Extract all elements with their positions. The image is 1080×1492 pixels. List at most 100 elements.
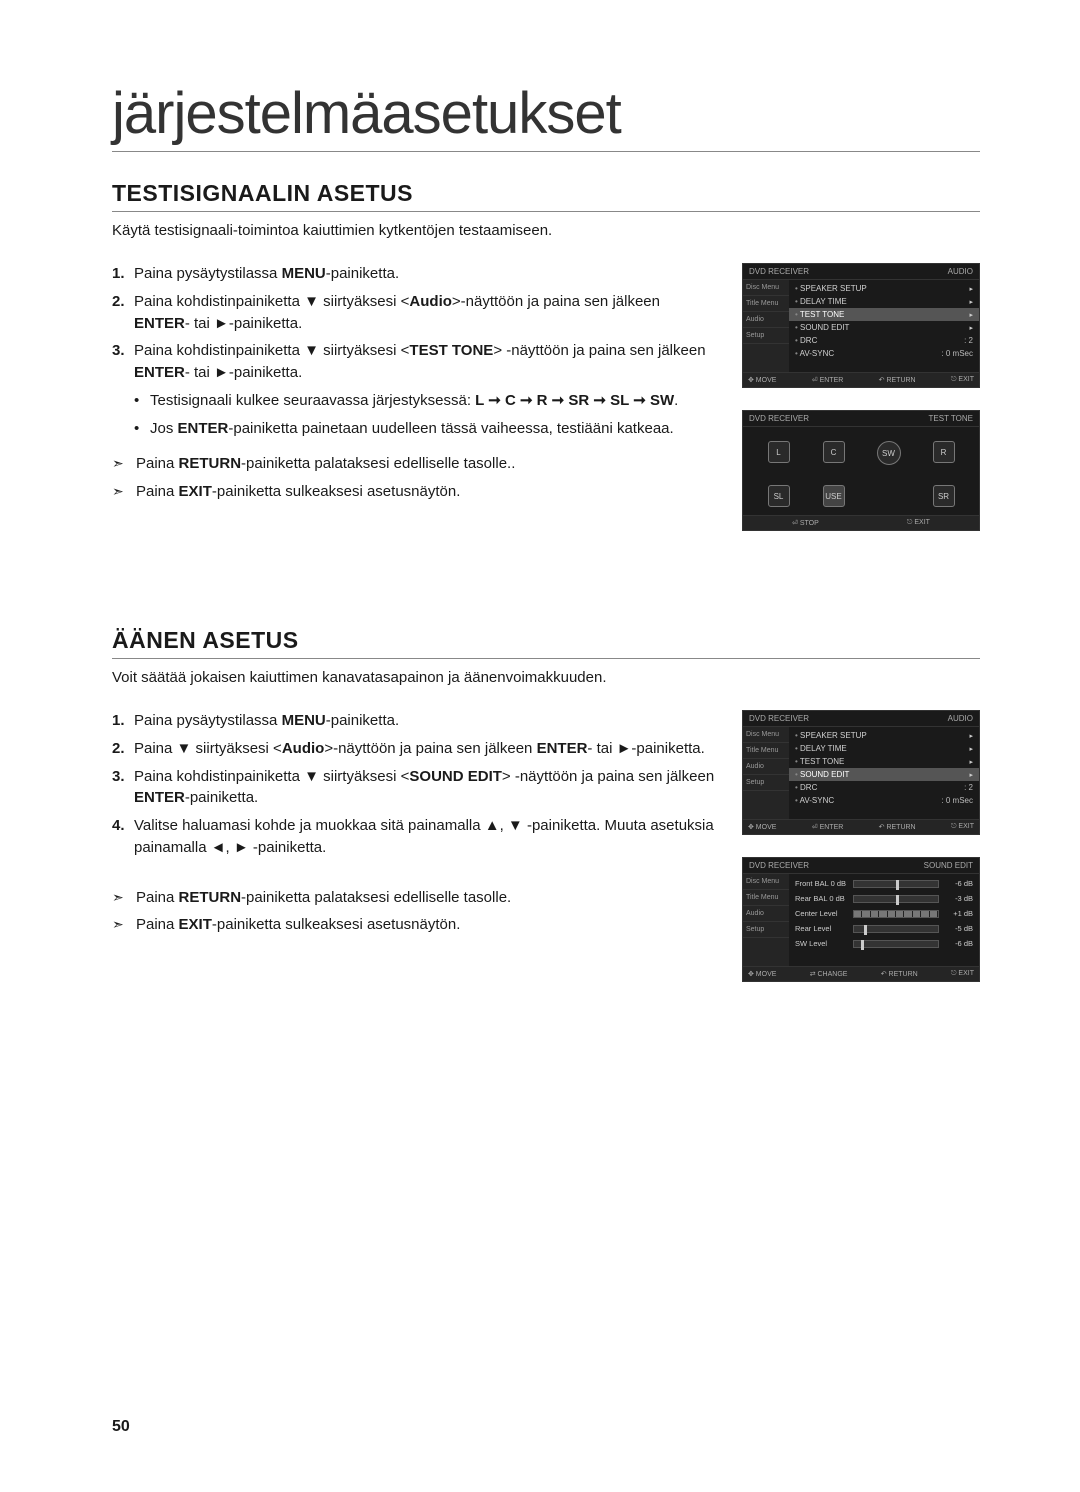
text: >-näyttöön ja paina sen jälkeen bbox=[452, 293, 660, 310]
text: -painiketta sulkeaksesi asetusnäytön. bbox=[212, 483, 460, 500]
sound-edit-row: Rear Level-5 dB bbox=[789, 921, 979, 936]
text: Paina bbox=[136, 455, 179, 472]
text: Paina kohdistinpainiketta ▼ siirtyäksesi… bbox=[134, 342, 409, 359]
osd-footer-item: ⎋ EXIT bbox=[951, 376, 974, 384]
osd-side-item: Title Menu bbox=[743, 890, 789, 906]
text: Paina ▼ siirtyäksesi < bbox=[134, 740, 282, 757]
bold: ENTER bbox=[134, 789, 185, 806]
osd-brand: DVD RECEIVER bbox=[749, 267, 809, 276]
slider-track bbox=[853, 925, 939, 933]
text: Paina kohdistinpainiketta ▼ siirtyäksesi… bbox=[134, 293, 409, 310]
bold: ENTER bbox=[134, 315, 185, 332]
osd-title: TEST TONE bbox=[929, 414, 973, 423]
speaker-icon: SL bbox=[768, 485, 790, 507]
action-exit: Paina EXIT-painiketta sulkeaksesi asetus… bbox=[112, 914, 718, 936]
osd-footer-item: ↶ RETURN bbox=[879, 823, 916, 831]
step-1: Paina pysäytystilassa MENU-painiketta. bbox=[112, 710, 718, 732]
osd-side-item: Disc Menu bbox=[743, 727, 789, 743]
section1-actions: Paina RETURN-painiketta palataksesi edel… bbox=[112, 453, 718, 503]
bold: Audio bbox=[282, 740, 325, 757]
text: Paina pysäytystilassa bbox=[134, 265, 282, 282]
osd-footer-item: ⇄ CHANGE bbox=[810, 970, 848, 978]
section1-intro: Käytä testisignaali-toimintoa kaiuttimie… bbox=[112, 222, 980, 239]
bold: SOUND EDIT bbox=[409, 768, 502, 785]
section-heading-test-tone: TESTISIGNAALIN ASETUS bbox=[112, 180, 980, 212]
bold: EXIT bbox=[179, 483, 212, 500]
text: -painiketta painetaan uudelleen tässä va… bbox=[228, 420, 673, 437]
text: >-näyttöön ja paina sen jälkeen bbox=[324, 740, 536, 757]
text: . bbox=[674, 392, 678, 409]
osd-menu-row: TEST TONE▸ bbox=[789, 755, 979, 768]
action-return: Paina RETURN-painiketta palataksesi edel… bbox=[112, 887, 718, 909]
osd-side-item: Setup bbox=[743, 328, 789, 344]
section2-steps: Paina pysäytystilassa MENU-painiketta. P… bbox=[112, 710, 718, 859]
osd-footer-item: ⎋ EXIT bbox=[907, 519, 930, 527]
osd-footer-item: ⏎ STOP bbox=[792, 519, 819, 527]
osd-brand: DVD RECEIVER bbox=[749, 414, 809, 423]
sub-1: Testisignaali kulkee seuraavassa järjest… bbox=[134, 390, 718, 412]
osd-sound-edit: DVD RECEIVER SOUND EDIT Disc MenuTitle M… bbox=[742, 857, 980, 982]
step-3: Paina kohdistinpainiketta ▼ siirtyäksesi… bbox=[112, 340, 718, 439]
osd-footer: ✥ MOVE⏎ ENTER↶ RETURN⎋ EXIT bbox=[743, 819, 979, 834]
osd-footer-item: ⎋ EXIT bbox=[951, 823, 974, 831]
text: Paina pysäytystilassa bbox=[134, 712, 282, 729]
osd-menu-row: SPEAKER SETUP▸ bbox=[789, 282, 979, 295]
text: -painiketta. bbox=[326, 265, 399, 282]
osd-menu-row: SPEAKER SETUP▸ bbox=[789, 729, 979, 742]
osd-footer: ⏎ STOP ⎋ EXIT bbox=[743, 515, 979, 530]
section2-screens: DVD RECEIVER AUDIO Disc MenuTitle MenuAu… bbox=[742, 710, 980, 982]
osd-footer-item: ✥ MOVE bbox=[748, 376, 776, 384]
page-title: järjestelmäasetukset bbox=[112, 80, 980, 152]
slider-track bbox=[853, 940, 939, 948]
step-2: Paina ▼ siirtyäksesi <Audio>-näyttöön ja… bbox=[112, 738, 718, 760]
sound-edit-row: Center Level+1 dB bbox=[789, 906, 979, 921]
osd-footer: ✥ MOVE⇄ CHANGE↶ RETURN⎋ EXIT bbox=[743, 966, 979, 981]
bold: RETURN bbox=[179, 455, 242, 472]
text: -painiketta. bbox=[326, 712, 399, 729]
sub-2: Jos ENTER-painiketta painetaan uudelleen… bbox=[134, 418, 718, 440]
section1-text: Paina pysäytystilassa MENU-painiketta. P… bbox=[112, 263, 718, 509]
osd-side: Disc MenuTitle MenuAudioSetup bbox=[743, 727, 789, 819]
osd-title: AUDIO bbox=[948, 714, 973, 723]
speaker-icon: L bbox=[768, 441, 790, 463]
step-2: Paina kohdistinpainiketta ▼ siirtyäksesi… bbox=[112, 291, 718, 335]
section2-intro: Voit säätää jokaisen kaiuttimen kanavata… bbox=[112, 669, 980, 686]
osd-brand: DVD RECEIVER bbox=[749, 861, 809, 870]
osd-side-item: Audio bbox=[743, 906, 789, 922]
page-number: 50 bbox=[112, 1418, 130, 1436]
action-return: Paina RETURN-painiketta palataksesi edel… bbox=[112, 453, 718, 475]
osd-test-tone: DVD RECEIVER TEST TONE LCSWRSLUSESR ⏎ ST… bbox=[742, 410, 980, 531]
osd-menu-row: TEST TONE▸ bbox=[789, 308, 979, 321]
bold: ENTER bbox=[178, 420, 229, 437]
osd-brand: DVD RECEIVER bbox=[749, 714, 809, 723]
speaker-icon: SR bbox=[933, 485, 955, 507]
text: -painiketta sulkeaksesi asetusnäytön. bbox=[212, 916, 460, 933]
osd-main: SPEAKER SETUP▸DELAY TIME▸TEST TONE▸SOUND… bbox=[789, 727, 979, 819]
bold: MENU bbox=[282, 265, 326, 282]
osd-menu-row: DRC: 2 bbox=[789, 781, 979, 794]
osd-title: AUDIO bbox=[948, 267, 973, 276]
speaker-icon: R bbox=[933, 441, 955, 463]
osd-footer-item: ↶ RETURN bbox=[881, 970, 918, 978]
osd-side-item: Title Menu bbox=[743, 743, 789, 759]
slider-track bbox=[853, 895, 939, 903]
text: Paina bbox=[136, 916, 179, 933]
bold: L ➞ C ➞ R ➞ SR ➞ SL ➞ SW bbox=[475, 392, 674, 409]
text: -painiketta palataksesi edelliselle taso… bbox=[241, 455, 515, 472]
step-4: Valitse haluamasi kohde ja muokkaa sitä … bbox=[112, 815, 718, 859]
speaker-icon: C bbox=[823, 441, 845, 463]
test-tone-grid: LCSWRSLUSESR bbox=[743, 427, 979, 515]
osd-audio-menu-2: DVD RECEIVER AUDIO Disc MenuTitle MenuAu… bbox=[742, 710, 980, 835]
section-heading-sound: ÄÄNEN ASETUS bbox=[112, 627, 980, 659]
section2-row: Paina pysäytystilassa MENU-painiketta. P… bbox=[112, 710, 980, 982]
text: Paina bbox=[136, 483, 179, 500]
osd-footer-item: ⎋ EXIT bbox=[951, 970, 974, 978]
bold: ENTER bbox=[134, 364, 185, 381]
osd-footer: ✥ MOVE⏎ ENTER↶ RETURN⎋ EXIT bbox=[743, 372, 979, 387]
osd-footer-item: ↶ RETURN bbox=[879, 376, 916, 384]
osd-menu-row: AV-SYNC: 0 mSec bbox=[789, 347, 979, 360]
osd-main: Front BAL 0 dB-6 dBRear BAL 0 dB-3 dBCen… bbox=[789, 874, 979, 966]
step-3: Paina kohdistinpainiketta ▼ siirtyäksesi… bbox=[112, 766, 718, 810]
sound-edit-row: Front BAL 0 dB-6 dB bbox=[789, 876, 979, 891]
slider-track bbox=[853, 910, 939, 918]
